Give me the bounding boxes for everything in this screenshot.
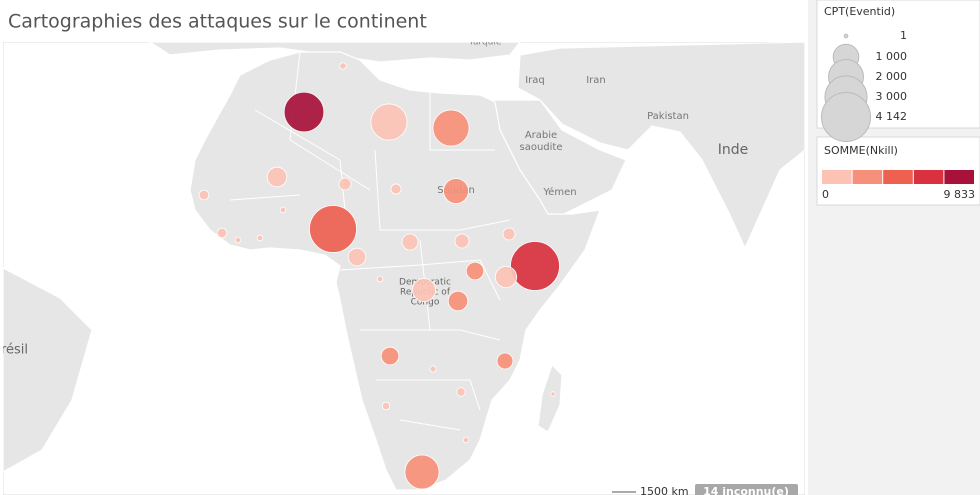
bubble <box>381 401 391 411</box>
bubble <box>198 189 210 201</box>
color-swatch <box>913 170 944 184</box>
size-legend-circle <box>821 92 871 142</box>
color-swatch <box>822 170 852 184</box>
map-label: Turquie <box>468 38 502 48</box>
map-label: Yémen <box>542 186 576 198</box>
color-swatch <box>883 170 913 184</box>
map-label: Congo <box>411 298 440 308</box>
madagascar <box>537 363 563 433</box>
bubble <box>380 346 400 366</box>
bubble <box>411 277 437 303</box>
scale-label: 1500 km <box>640 485 689 495</box>
size-legend-label: 3 000 <box>876 90 908 103</box>
bubble <box>279 206 287 214</box>
bubble <box>401 233 419 251</box>
legends: 1 1 000 2 000 3 000 4 142 0 9 833 <box>821 29 976 201</box>
color-legend-min: 0 <box>822 188 829 201</box>
unknown-label: 14 inconnu(e) <box>703 485 789 495</box>
bubble <box>550 391 556 397</box>
bubble <box>216 227 228 239</box>
map-label: Inde <box>718 142 749 158</box>
unknown-badge <box>695 484 798 495</box>
bubble <box>494 265 518 289</box>
africa <box>189 51 601 491</box>
map-label: Iran <box>586 75 606 86</box>
color-swatch <box>852 170 883 184</box>
bubble <box>502 227 516 241</box>
size-legend-label: 1 <box>900 29 907 42</box>
size-legend-circle <box>843 33 849 39</box>
bubble <box>370 103 408 141</box>
bubble <box>234 236 242 244</box>
size-legend-label: 1 000 <box>876 50 908 63</box>
south-america <box>3 267 93 473</box>
map-label: saoudite <box>520 142 563 153</box>
bubble <box>256 234 264 242</box>
map-label: Iraq <box>525 75 545 86</box>
bubble <box>465 261 485 281</box>
map-label: Brésil <box>0 343 28 358</box>
bubble <box>462 436 470 444</box>
bubble <box>456 387 466 397</box>
bubble <box>443 178 469 204</box>
bubble <box>447 290 469 312</box>
bubble <box>404 454 440 490</box>
size-legend-title: CPT(Eventid) <box>824 5 895 18</box>
color-swatch <box>944 170 974 184</box>
size-legend-label: 2 000 <box>876 70 908 83</box>
title: Cartographies des attaques sur le contin… <box>8 11 427 33</box>
bubble <box>283 91 325 133</box>
bubble <box>510 241 560 291</box>
map-label: Pakistan <box>647 111 689 122</box>
bubble <box>390 183 402 195</box>
size-legend-label: 4 142 <box>876 110 908 123</box>
bubble <box>339 62 347 70</box>
bubble <box>309 205 357 253</box>
asia <box>517 42 805 250</box>
bubble <box>376 275 384 283</box>
bubble <box>432 109 470 147</box>
bubble <box>454 233 470 249</box>
color-legend-max: 9 833 <box>944 188 976 201</box>
map-label: Arabie <box>525 130 557 141</box>
bubble <box>347 247 367 267</box>
color-legend-title: SOMME(Nkill) <box>824 144 898 157</box>
bubble <box>338 177 352 191</box>
bubble <box>429 365 437 373</box>
bubble <box>266 166 288 188</box>
bubble <box>496 352 514 370</box>
borders <box>229 51 511 431</box>
